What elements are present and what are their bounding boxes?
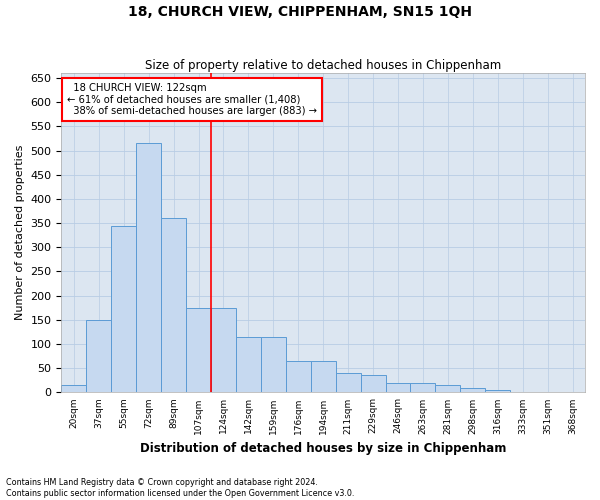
Bar <box>485 390 510 392</box>
Bar <box>86 320 111 392</box>
Bar <box>460 388 485 392</box>
Text: Contains HM Land Registry data © Crown copyright and database right 2024.
Contai: Contains HM Land Registry data © Crown c… <box>6 478 355 498</box>
Bar <box>211 308 236 392</box>
Bar <box>261 337 286 392</box>
Bar <box>161 218 186 392</box>
Bar <box>335 373 361 392</box>
Bar <box>311 361 335 392</box>
Bar <box>186 308 211 392</box>
Bar <box>286 361 311 392</box>
Bar <box>386 383 410 392</box>
Text: 18, CHURCH VIEW, CHIPPENHAM, SN15 1QH: 18, CHURCH VIEW, CHIPPENHAM, SN15 1QH <box>128 5 472 19</box>
Bar <box>136 144 161 392</box>
Bar <box>111 226 136 392</box>
Bar <box>410 383 436 392</box>
Bar <box>361 376 386 392</box>
Bar <box>61 385 86 392</box>
Y-axis label: Number of detached properties: Number of detached properties <box>15 145 25 320</box>
Bar <box>236 337 261 392</box>
Bar <box>436 385 460 392</box>
Title: Size of property relative to detached houses in Chippenham: Size of property relative to detached ho… <box>145 59 502 72</box>
Text: 18 CHURCH VIEW: 122sqm
← 61% of detached houses are smaller (1,408)
  38% of sem: 18 CHURCH VIEW: 122sqm ← 61% of detached… <box>67 82 317 116</box>
X-axis label: Distribution of detached houses by size in Chippenham: Distribution of detached houses by size … <box>140 442 506 455</box>
